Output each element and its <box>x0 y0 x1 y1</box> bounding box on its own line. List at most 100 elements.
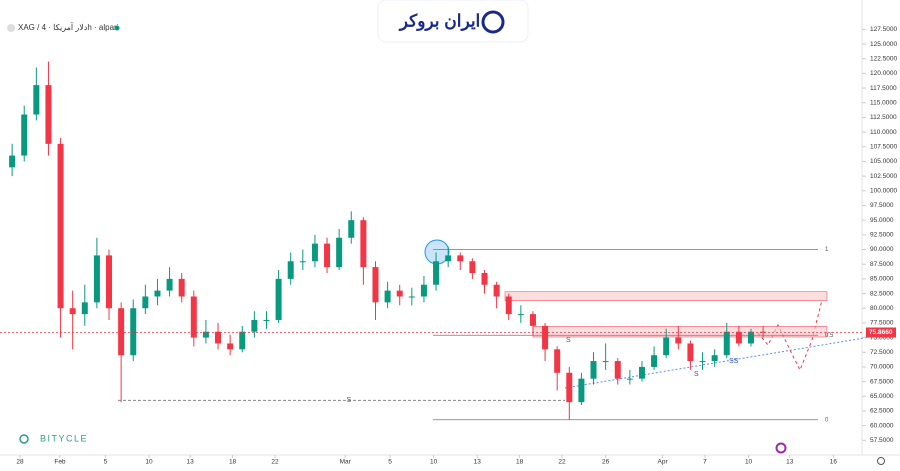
candle-body <box>687 343 694 362</box>
candle-body <box>469 261 476 273</box>
candle-body <box>118 308 125 356</box>
y-tick-label: 100.0000 <box>870 188 897 195</box>
candle-body <box>554 349 561 373</box>
candle-body <box>384 290 391 303</box>
x-tick-label: 10 <box>430 459 438 466</box>
x-tick-label: 16 <box>830 459 838 466</box>
candle-body <box>760 331 767 333</box>
candle-body <box>311 243 318 262</box>
candle-body <box>747 331 754 344</box>
candle-body <box>529 314 536 326</box>
candle-body <box>166 278 173 291</box>
candle-body <box>396 290 403 297</box>
candle-body <box>130 308 137 356</box>
y-tick-label: 60.0000 <box>870 422 894 429</box>
x-tick-label: 28 <box>16 459 24 466</box>
candle-body <box>263 319 270 321</box>
y-tick-label: 127.5000 <box>870 26 897 33</box>
y-tick-label: 107.5000 <box>870 143 897 150</box>
fib-label: 0 <box>825 417 829 423</box>
brand-logo <box>481 10 505 34</box>
candle-body <box>106 255 113 309</box>
price-tag: 75.8660 <box>869 329 893 336</box>
annotation: SS <box>729 358 739 365</box>
zone <box>504 291 828 301</box>
annotation: S <box>694 371 699 378</box>
y-tick-label: 75.0000 <box>870 334 894 341</box>
candle-body <box>69 308 76 315</box>
candle-body <box>21 114 28 156</box>
candle-body <box>142 296 149 309</box>
candle-body <box>505 296 512 315</box>
y-tick-label: 117.5000 <box>870 85 897 92</box>
y-tick-label: 125.0000 <box>870 41 897 48</box>
candle-body <box>542 325 549 350</box>
candle-body <box>723 331 730 356</box>
candle-body <box>626 378 633 380</box>
status-dot <box>114 25 120 31</box>
candle-body <box>699 361 706 363</box>
candle-body <box>57 143 64 309</box>
x-tick-label: 26 <box>602 459 610 466</box>
candle-body <box>227 343 234 350</box>
y-tick-label: 65.0000 <box>870 393 894 400</box>
candle-body <box>33 85 40 115</box>
candle-body <box>348 220 355 238</box>
x-tick-label: Apr <box>658 459 669 466</box>
watermark-icon <box>19 434 29 444</box>
x-tick-label: 18 <box>229 459 237 466</box>
candle-body <box>408 296 415 298</box>
x-tick-label: 18 <box>516 459 524 466</box>
candle-body <box>614 361 621 379</box>
candle-body <box>287 261 294 279</box>
candle-body <box>299 261 306 263</box>
y-tick-label: 57.5000 <box>870 437 894 444</box>
x-tick-label: 13 <box>786 459 794 466</box>
x-tick-label: Mar <box>340 459 352 466</box>
candle-body <box>45 85 52 144</box>
candle-body <box>566 372 573 403</box>
candle-body <box>711 355 718 362</box>
candle-body <box>457 255 464 262</box>
candle-body <box>93 255 100 303</box>
x-tick-label: 7 <box>703 459 707 466</box>
projection-path <box>757 299 823 372</box>
fib-label: 0.5 <box>825 333 834 339</box>
candle-body <box>154 290 161 297</box>
trend-line <box>564 336 871 389</box>
x-tick-label: 13 <box>474 459 482 466</box>
y-tick-label: 90.0000 <box>870 246 894 253</box>
candle-body <box>202 331 209 338</box>
y-tick-label: 120.0000 <box>870 70 897 77</box>
candle-body <box>602 361 609 363</box>
y-tick-label: 95.0000 <box>870 217 894 224</box>
support-label: S <box>347 397 352 404</box>
candle-body <box>9 155 16 168</box>
y-tick-label: 70.0000 <box>870 364 894 371</box>
y-tick-label: 82.5000 <box>870 290 894 297</box>
candle-body <box>445 255 452 262</box>
candle-body <box>590 361 597 379</box>
candle-body <box>251 319 258 332</box>
price-tag-box <box>866 327 896 338</box>
symbol-icon <box>7 24 15 32</box>
annotation: S <box>566 337 571 344</box>
y-tick-label: 102.5000 <box>870 173 897 180</box>
candle-body <box>651 355 658 367</box>
y-tick-label: 67.5000 <box>870 378 894 385</box>
candle-body <box>663 337 670 356</box>
candle-body <box>675 337 682 344</box>
candle-body <box>735 331 742 344</box>
y-tick-label: 97.5000 <box>870 202 894 209</box>
x-tick-label: 10 <box>745 459 753 466</box>
x-tick-label: 5 <box>388 459 392 466</box>
candle-body <box>433 261 440 285</box>
x-tick-label: 10 <box>145 459 153 466</box>
y-tick-label: 105.0000 <box>870 158 897 165</box>
candle-body <box>360 220 367 268</box>
y-tick-label: 77.5000 <box>870 320 894 327</box>
candle-body <box>578 378 585 403</box>
x-tick-label: 13 <box>187 459 195 466</box>
candle-body <box>638 366 645 379</box>
